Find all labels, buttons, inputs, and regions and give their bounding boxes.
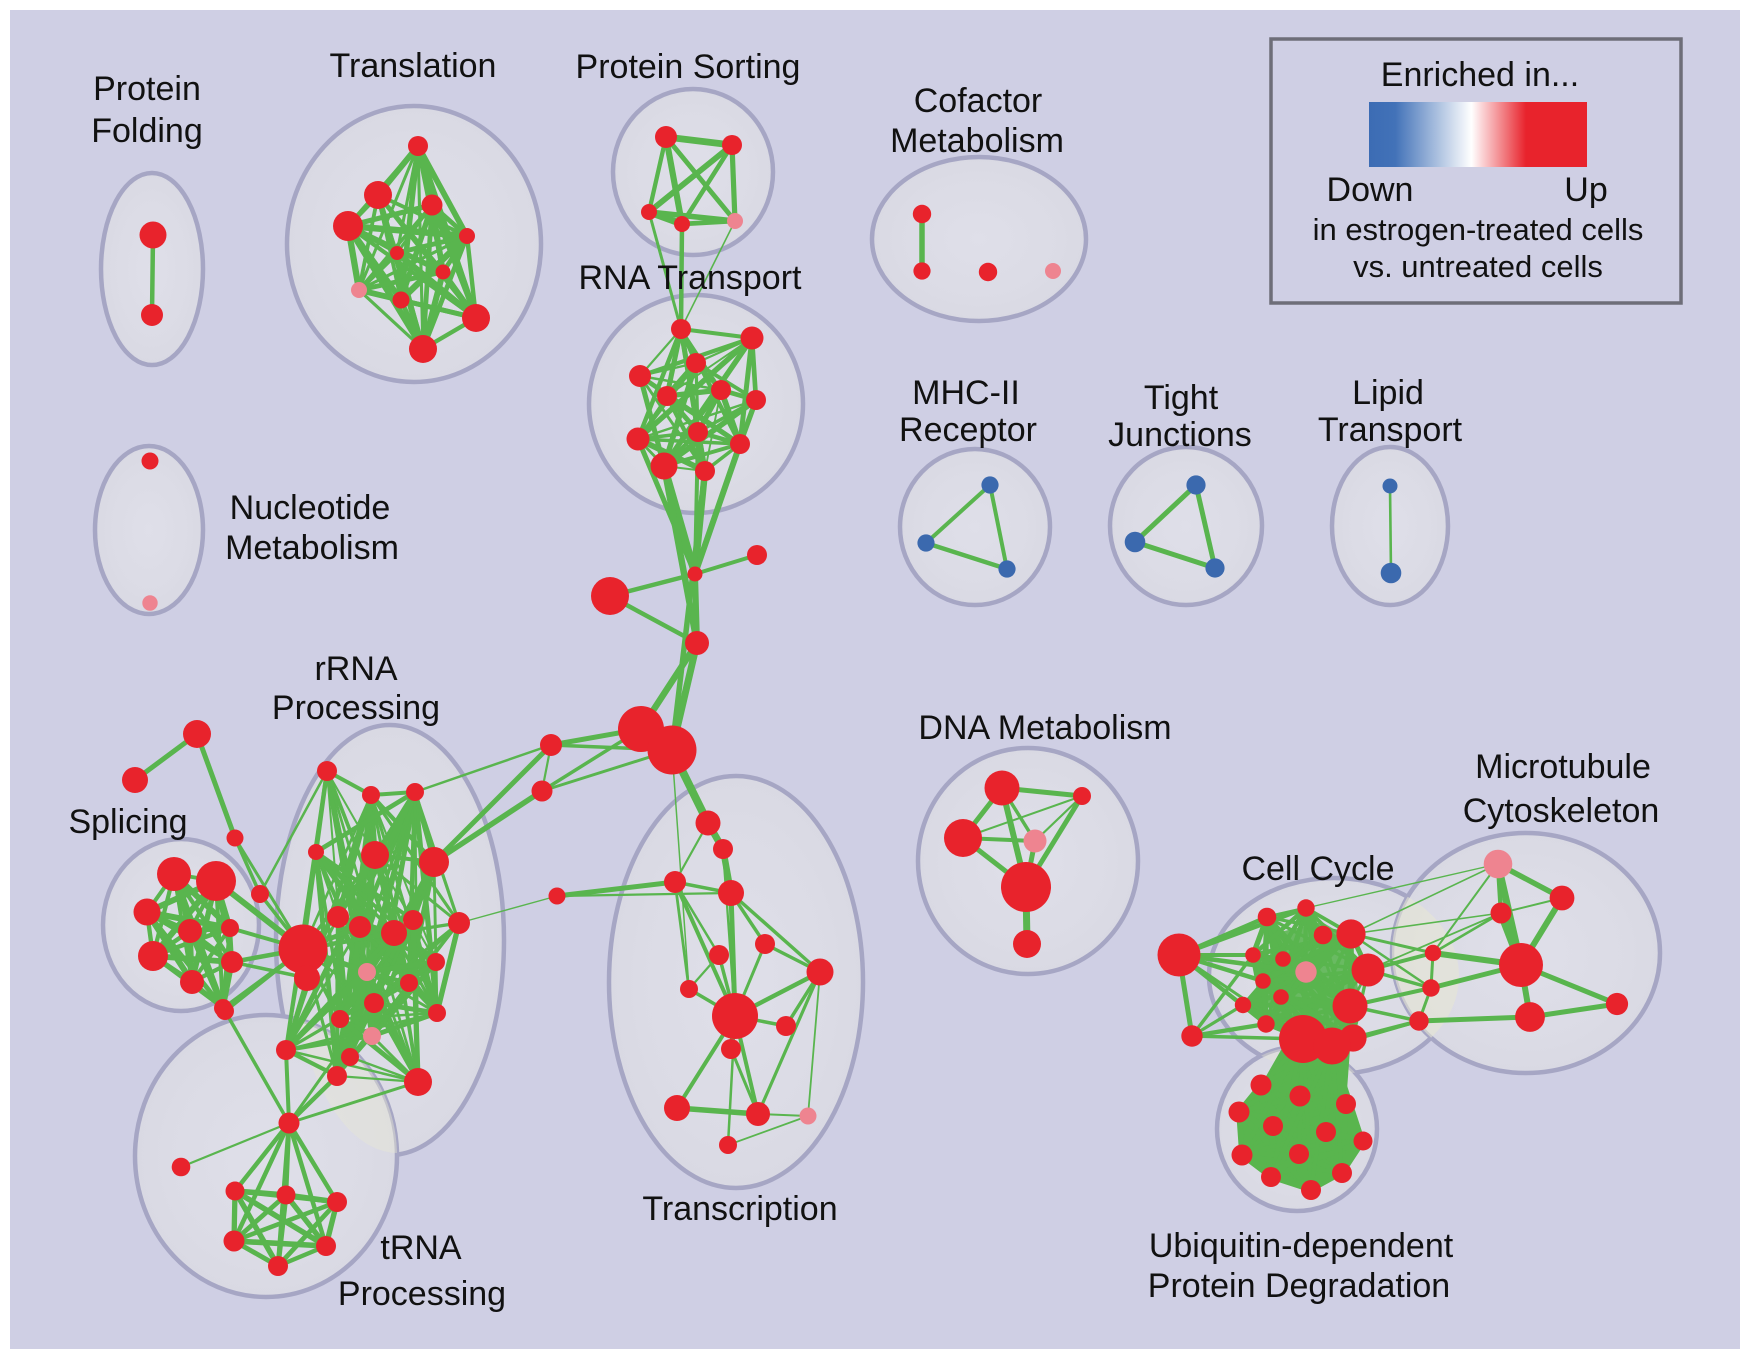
- svg-text:Protein: Protein: [93, 70, 201, 108]
- svg-text:Splicing: Splicing: [68, 803, 187, 841]
- svg-text:Enriched in...: Enriched in...: [1381, 56, 1579, 94]
- svg-text:Microtubule: Microtubule: [1475, 748, 1651, 786]
- svg-text:Protein Degradation: Protein Degradation: [1148, 1267, 1450, 1305]
- svg-text:Processing: Processing: [272, 689, 440, 727]
- svg-text:DNA Metabolism: DNA Metabolism: [918, 709, 1171, 747]
- svg-text:Nucleotide: Nucleotide: [230, 489, 391, 527]
- svg-text:Tight: Tight: [1144, 379, 1219, 417]
- svg-text:Transcription: Transcription: [642, 1190, 837, 1228]
- svg-text:Junctions: Junctions: [1108, 416, 1252, 454]
- svg-text:vs. untreated cells: vs. untreated cells: [1353, 249, 1603, 284]
- svg-text:Metabolism: Metabolism: [890, 122, 1064, 160]
- svg-text:tRNA: tRNA: [380, 1229, 462, 1267]
- svg-text:Cell Cycle: Cell Cycle: [1241, 850, 1394, 888]
- svg-text:RNA Transport: RNA Transport: [579, 259, 803, 297]
- svg-text:Ubiquitin-dependent: Ubiquitin-dependent: [1149, 1227, 1454, 1265]
- svg-text:in estrogen-treated cells: in estrogen-treated cells: [1313, 212, 1644, 247]
- svg-text:Up: Up: [1564, 171, 1607, 209]
- svg-text:Receptor: Receptor: [899, 411, 1037, 449]
- svg-text:Metabolism: Metabolism: [225, 529, 399, 567]
- svg-text:Transport: Transport: [1318, 411, 1463, 449]
- svg-text:MHC-II: MHC-II: [912, 374, 1020, 412]
- svg-text:Cytoskeleton: Cytoskeleton: [1463, 792, 1660, 830]
- svg-text:Processing: Processing: [338, 1275, 506, 1313]
- svg-text:Protein Sorting: Protein Sorting: [576, 48, 801, 86]
- svg-text:Cofactor: Cofactor: [914, 82, 1043, 120]
- svg-text:Lipid: Lipid: [1352, 374, 1424, 412]
- svg-text:rRNA: rRNA: [314, 650, 397, 688]
- svg-text:Down: Down: [1327, 171, 1414, 209]
- svg-text:Translation: Translation: [330, 47, 497, 85]
- svg-text:Folding: Folding: [91, 112, 203, 150]
